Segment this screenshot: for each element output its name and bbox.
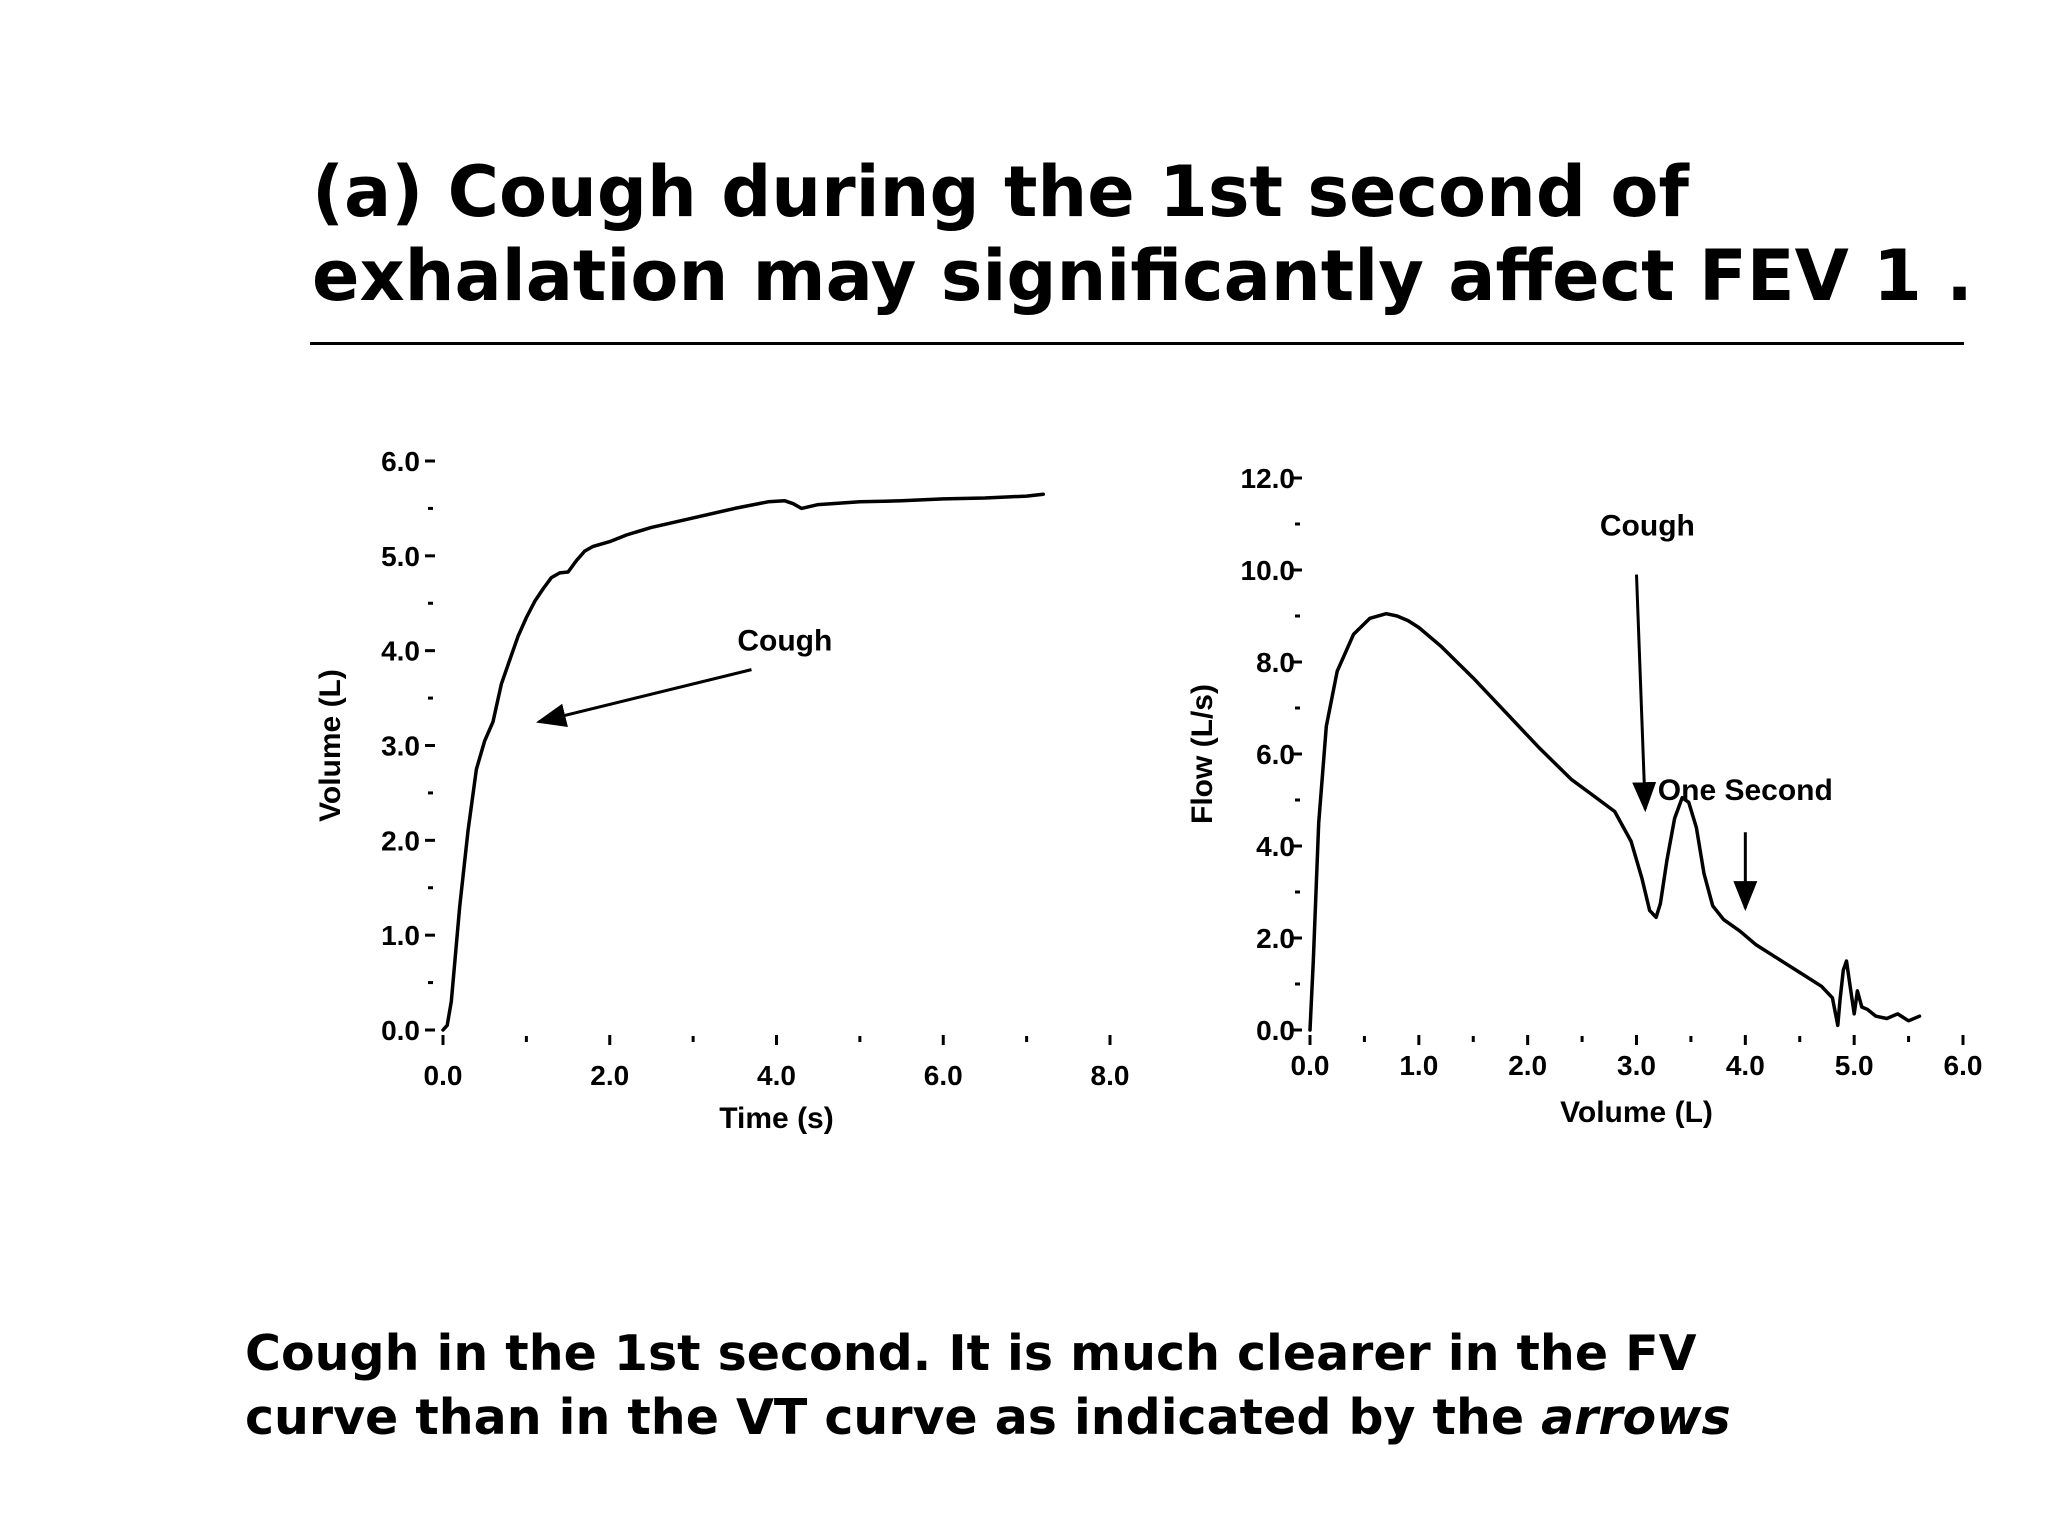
slide-title-line-1: (a) Cough during the 1st second of	[312, 151, 1689, 233]
x-axis-tick-label: 6.0	[924, 1060, 963, 1091]
y-axis-title: Volume (L)	[314, 669, 347, 822]
x-axis-tick-label: 0.0	[1291, 1050, 1330, 1081]
y-axis-tick-label: 2.0	[1256, 923, 1295, 954]
annotation-arrow	[1632, 574, 1657, 813]
y-axis-tick-label: 8.0	[1256, 647, 1295, 678]
annotation-label: Cough	[737, 625, 832, 658]
x-axis-tick-label: 5.0	[1835, 1050, 1874, 1081]
y-axis-tick-label: 12.0	[1241, 463, 1296, 494]
caption-emphasis: arrows	[1541, 1389, 1731, 1446]
slide-caption: Cough in the 1st second. It is much clea…	[245, 1322, 1995, 1450]
x-axis-title: Volume (L)	[1560, 1096, 1713, 1129]
y-axis-tick-label: 6.0	[381, 446, 420, 477]
y-axis-title: Flow (L/s)	[1186, 684, 1219, 824]
caption-line-1: Cough in the 1st second. It is much clea…	[245, 1325, 1697, 1382]
y-axis-tick-label: 4.0	[1256, 831, 1295, 862]
x-axis-tick-label: 3.0	[1617, 1050, 1656, 1081]
y-axis-tick-label: 6.0	[1256, 739, 1295, 770]
y-axis-tick-label: 4.0	[381, 636, 420, 667]
slide-title-line-2: exhalation may significantly affect FEV …	[312, 235, 1973, 317]
x-axis-tick-label: 8.0	[1091, 1060, 1130, 1091]
x-axis-tick-label: 4.0	[757, 1060, 796, 1091]
x-axis-title: Time (s)	[719, 1102, 833, 1135]
caption-line-2: curve than in the VT curve as indicated …	[245, 1389, 1542, 1446]
volume-time-chart: 0.0 2.0 4.0 6.0 8.0 0.0 1.0 2.0 3.0 4.0 5.0 6.0 Time…	[314, 446, 1130, 1135]
y-axis-tick-label: 3.0	[381, 731, 420, 762]
y-axis-tick-label: 1.0	[381, 920, 420, 951]
y-axis-tick-label: 0.0	[381, 1015, 420, 1046]
x-axis-tick-label: 1.0	[1399, 1050, 1438, 1081]
y-axis-tick-label: 5.0	[381, 541, 420, 572]
flow-volume-chart: 0.0 1.0 2.0 3.0 4.0 5.0 6.0 0.0 2.0 4.0 6.0 8.0 10.0…	[1186, 463, 1983, 1129]
title-divider	[310, 342, 1964, 345]
x-axis-tick-label: 2.0	[1508, 1050, 1547, 1081]
y-axis-tick-label: 2.0	[381, 825, 420, 856]
y-axis-tick-label: 10.0	[1241, 555, 1296, 586]
annotation-label: One Second	[1658, 774, 1833, 807]
x-axis-tick-label: 2.0	[590, 1060, 629, 1091]
x-axis-tick-label: 4.0	[1726, 1050, 1765, 1081]
data-series-line	[441, 492, 1046, 1032]
x-axis-tick-label: 0.0	[424, 1060, 463, 1091]
annotation-label: Cough	[1600, 510, 1695, 543]
slide-title: (a) Cough during the 1st second of exhal…	[312, 150, 2012, 318]
annotation-arrow	[535, 668, 752, 728]
y-axis-tick-label: 0.0	[1256, 1015, 1295, 1046]
x-axis-tick-label: 6.0	[1944, 1050, 1983, 1081]
data-series-line	[1308, 611, 1922, 1032]
